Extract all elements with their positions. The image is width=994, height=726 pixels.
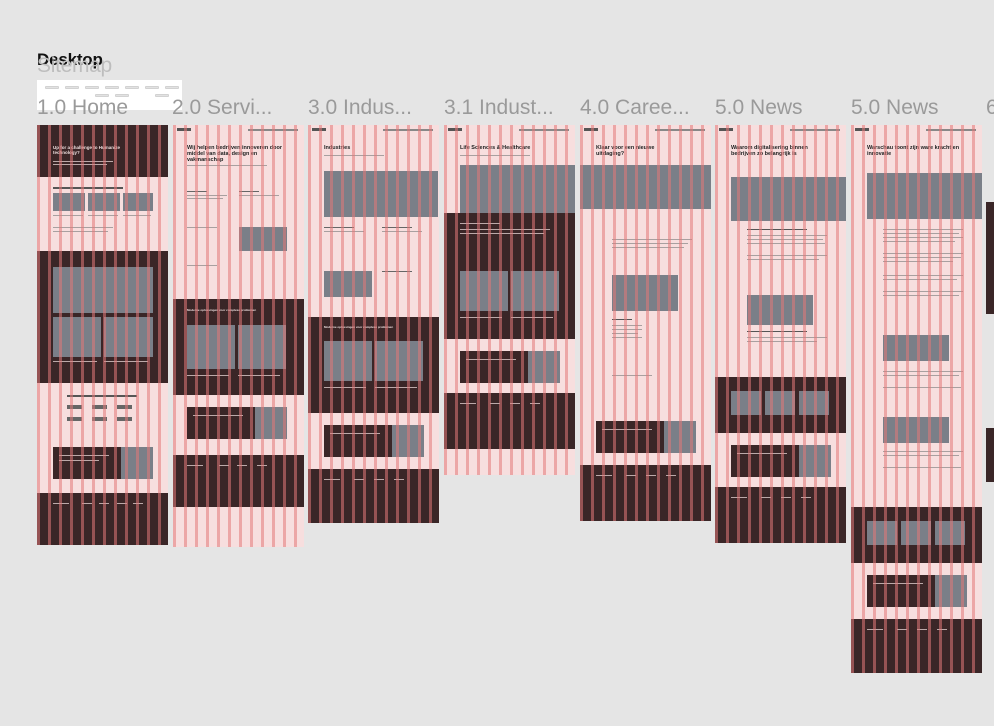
card-image	[88, 193, 120, 211]
section-title: Desktop	[37, 50, 103, 69]
frame-news-overview[interactable]: Waarom digitalisering binnen bedrijven z…	[715, 125, 846, 543]
content-section	[444, 213, 575, 339]
frame-label-next[interactable]: 6	[986, 96, 994, 119]
frame-label-home[interactable]: 1.0 Home	[37, 96, 129, 119]
contact-banner	[867, 575, 967, 607]
related-articles	[715, 377, 846, 433]
frame-label-news-article[interactable]: 5.0 News	[851, 96, 939, 119]
contact-banner	[187, 407, 287, 439]
related-articles	[851, 507, 982, 563]
footer	[37, 493, 168, 545]
contact-banner	[324, 425, 424, 457]
contact-banner	[460, 351, 560, 383]
contact-banner	[596, 421, 696, 453]
sitemap-ghost-title: Sitemap	[37, 54, 112, 77]
footer	[580, 465, 711, 521]
frame-label-industries[interactable]: 3.0 Indus...	[308, 96, 412, 119]
hero-section: Up for a challenge to Humanize technolog…	[37, 125, 168, 177]
cases-section	[37, 251, 168, 383]
frame-industries[interactable]: Industries Moderne oplossingen voor comp…	[308, 125, 439, 523]
cases-section: Moderne oplossingen voor complexe proble…	[308, 317, 439, 413]
contact-banner	[731, 445, 831, 477]
page-heading: Klaar voor een nieuwe uitdaging?	[596, 145, 655, 158]
card-image	[53, 193, 85, 211]
page-heading: Life Sciences & Healthcare	[460, 145, 531, 151]
footer	[308, 469, 439, 523]
card-image	[123, 193, 153, 211]
cases-section: Moderne oplossingen voor complexe proble…	[173, 299, 304, 395]
footer	[715, 487, 846, 543]
frame-services[interactable]: Wij helpen bedrijven innoveren door midd…	[173, 125, 304, 547]
footer	[851, 619, 982, 673]
frame-label-industry-detail[interactable]: 3.1 Indust...	[444, 96, 554, 119]
frame-home[interactable]: Up for a challenge to Humanize technolog…	[37, 125, 168, 545]
page-heading: Industries	[324, 145, 351, 151]
page-heading: Wij helpen bedrijven innoveren door midd…	[187, 145, 282, 164]
footer	[444, 393, 575, 449]
page-heading: Warschau toont zijn ware kracht en innov…	[867, 145, 960, 158]
frame-label-careers[interactable]: 4.0 Caree...	[580, 96, 690, 119]
frame-label-news-overview[interactable]: 5.0 News	[715, 96, 803, 119]
frame-label-services[interactable]: 2.0 Servi...	[172, 96, 273, 119]
frame-industry-detail[interactable]: Life Sciences & Healthcare	[444, 125, 575, 475]
frame-careers[interactable]: Klaar voor een nieuwe uitdaging?	[580, 125, 711, 521]
footer	[173, 455, 304, 507]
next-frame-edge[interactable]	[986, 202, 994, 314]
page-heading: Waarom digitalisering binnen bedrijven z…	[731, 145, 808, 158]
hero-heading: Up for a challenge to Humanize technolog…	[53, 145, 121, 155]
sitemap-diagram[interactable]	[37, 80, 182, 110]
frame-news-article[interactable]: Warschau toont zijn ware kracht en innov…	[851, 125, 982, 673]
contact-banner	[53, 447, 153, 479]
next-frame-edge[interactable]	[986, 428, 994, 482]
